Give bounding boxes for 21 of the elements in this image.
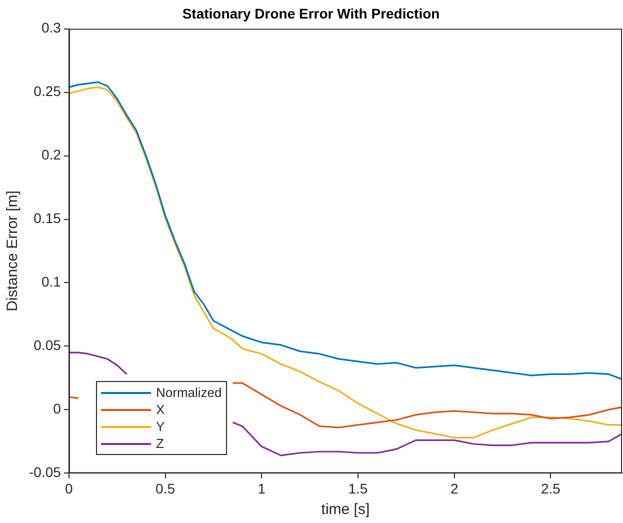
- x-axis-title: time [s]: [321, 501, 370, 518]
- y-tick-label: -0.05: [28, 464, 62, 480]
- legend-label: Z: [156, 436, 164, 451]
- x-tick-label: 1.5: [348, 480, 368, 496]
- y-axis-title: Distance Error [m]: [4, 190, 22, 312]
- y-tick-label: 0.15: [34, 210, 62, 226]
- y-tick-label: 0.2: [41, 146, 62, 163]
- legend-label: Normalized: [156, 385, 222, 400]
- y-tick-label: 0.25: [34, 83, 62, 100]
- x-tick-label: 0: [65, 480, 74, 496]
- x-tick-label: 0.5: [156, 480, 176, 496]
- y-tick-label: 0.3: [41, 20, 62, 36]
- x-tick-label: 1: [258, 480, 266, 496]
- x-tick-label: 2.5: [540, 480, 561, 496]
- x-tick-label: 2: [450, 480, 458, 496]
- y-tick-label: 0.05: [34, 337, 62, 354]
- legend-label: Y: [156, 419, 165, 434]
- y-tick-label: 0: [53, 400, 62, 417]
- legend-label: X: [156, 402, 165, 417]
- chart-title: Stationary Drone Error With Prediction: [182, 5, 440, 22]
- y-tick-label: 0.1: [41, 274, 62, 290]
